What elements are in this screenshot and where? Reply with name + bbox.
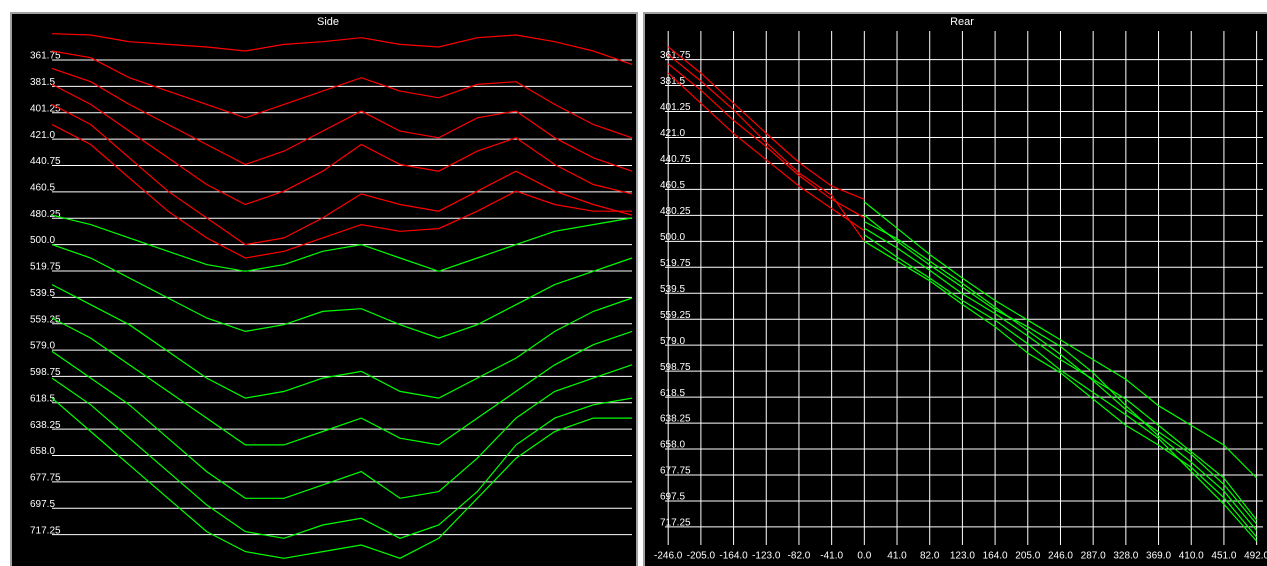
y-tick-label: 579.0 [30, 341, 55, 352]
series-line [863, 214, 1258, 531]
y-tick-label: 717.25 [30, 525, 61, 536]
x-tick-label: 41.0 [887, 551, 907, 562]
x-tick-label: 164.0 [983, 551, 1008, 562]
y-tick-label: 638.25 [30, 420, 61, 431]
series-line [863, 240, 1258, 538]
y-tick-label: 539.5 [30, 288, 55, 299]
x-tick-label: -123.0 [752, 551, 781, 562]
series-line [51, 214, 633, 272]
y-tick-label: 638.25 [660, 414, 691, 425]
x-tick-label: 0.0 [857, 551, 871, 562]
y-tick-label: 440.75 [660, 154, 691, 165]
y-tick-label: 421.0 [30, 130, 55, 141]
x-tick-label: -82.0 [788, 551, 811, 562]
y-tick-label: 361.75 [30, 51, 61, 62]
x-tick-label: 369.0 [1146, 551, 1171, 562]
y-tick-label: 559.25 [30, 314, 61, 325]
x-tick-label: 492.0 [1244, 551, 1267, 562]
y-tick-label: 598.75 [30, 367, 61, 378]
y-tick-label: 401.25 [30, 103, 61, 114]
y-tick-label: 421.0 [660, 128, 685, 139]
y-tick-label: 381.5 [660, 76, 685, 87]
y-tick-label: 618.5 [30, 393, 55, 404]
y-tick-label: 697.5 [30, 499, 55, 510]
series-line [51, 50, 633, 139]
x-tick-label: -205.0 [687, 551, 716, 562]
y-tick-label: 480.25 [30, 209, 61, 220]
x-tick-label: 287.0 [1081, 551, 1106, 562]
y-tick-label: 559.25 [660, 310, 691, 321]
series-line [51, 123, 632, 259]
y-tick-label: 480.25 [660, 206, 691, 217]
y-tick-label: 401.25 [660, 102, 691, 113]
x-tick-label: 328.0 [1113, 551, 1138, 562]
series-line [667, 63, 865, 219]
series-line [51, 67, 633, 172]
series-line [863, 234, 1258, 542]
x-tick-label: 410.0 [1179, 551, 1204, 562]
x-tick-label: -41.0 [820, 551, 843, 562]
side-panel [12, 14, 636, 566]
x-tick-label: 246.0 [1048, 551, 1073, 562]
x-tick-label: 451.0 [1211, 551, 1236, 562]
y-tick-label: 519.75 [30, 262, 61, 273]
y-tick-label: 658.0 [660, 440, 685, 451]
series-line [51, 377, 633, 539]
y-tick-label: 361.75 [660, 50, 691, 61]
x-tick-label: 205.0 [1015, 551, 1040, 562]
x-tick-label: 82.0 [920, 551, 940, 562]
x-tick-label: -164.0 [719, 551, 748, 562]
series-line [51, 284, 633, 399]
series-line [51, 33, 633, 65]
y-tick-label: 598.75 [660, 362, 691, 373]
chart-title: Rear [950, 16, 974, 28]
series-line [667, 72, 865, 232]
y-tick-label: 658.0 [30, 446, 55, 457]
series-line [51, 103, 633, 246]
series-line [864, 221, 1258, 525]
series-line [667, 46, 865, 200]
x-tick-label: -246.0 [654, 551, 683, 562]
series-line [51, 317, 633, 446]
series-line [863, 201, 1258, 479]
y-tick-label: 460.5 [660, 180, 685, 191]
y-tick-label: 677.75 [30, 473, 61, 484]
chart-title: Side [317, 16, 339, 28]
y-tick-label: 519.75 [660, 258, 691, 269]
x-tick-label: 123.0 [950, 551, 975, 562]
series-line [51, 83, 633, 206]
y-tick-label: 500.0 [660, 232, 685, 243]
y-tick-label: 618.5 [660, 388, 685, 399]
y-tick-label: 539.5 [660, 284, 685, 295]
y-tick-label: 677.75 [660, 466, 691, 477]
y-tick-label: 717.25 [660, 518, 691, 529]
y-tick-label: 460.5 [30, 183, 55, 194]
y-tick-label: 440.75 [30, 156, 61, 167]
series-line [51, 244, 633, 339]
series-line [51, 397, 632, 559]
series-line [667, 54, 865, 242]
y-tick-label: 579.0 [660, 336, 685, 347]
y-tick-label: 697.5 [660, 492, 685, 503]
series-line [51, 350, 633, 499]
series-line [863, 227, 1258, 521]
y-tick-label: 381.5 [30, 77, 55, 88]
y-tick-label: 500.0 [30, 235, 55, 246]
